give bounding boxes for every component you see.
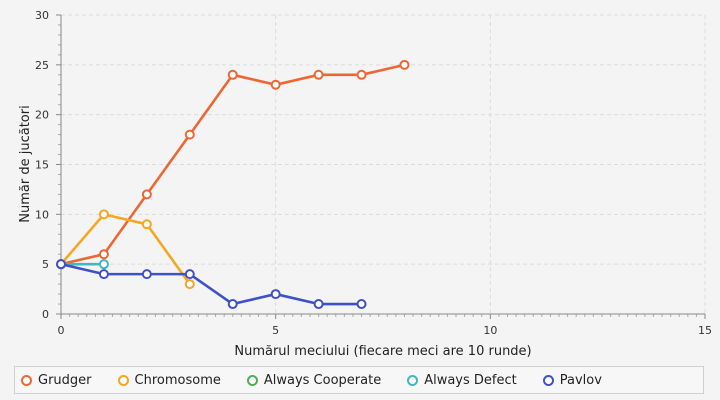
- data-point-chromosome[interactable]: [141, 219, 152, 230]
- y-tick-label: 25: [35, 59, 49, 72]
- legend-marker-icon: [246, 374, 258, 386]
- line-chart: 0 5 10 15 20 25 30 0 5 10 15 Numărul meciului (fie…: [18, 9, 712, 359]
- data-point-grudger[interactable]: [184, 129, 195, 140]
- legend-marker-icon: [542, 374, 554, 386]
- data-point-pavlov[interactable]: [356, 299, 367, 310]
- data-point-pavlov[interactable]: [141, 269, 152, 280]
- data-point-grudger[interactable]: [227, 69, 238, 80]
- data-point-grudger[interactable]: [270, 79, 281, 90]
- data-point-grudger[interactable]: [399, 59, 410, 70]
- series-line-chromosome: [60, 213, 191, 285]
- legend-label: Always Cooperate: [263, 372, 382, 388]
- y-tick-label: 0: [42, 308, 49, 321]
- legend-marker-icon: [21, 374, 32, 386]
- legend-marker-icon: [407, 374, 419, 386]
- legend: Grudger Chromosome Always Cooperate Always …: [14, 366, 704, 394]
- legend-label: Pavlov: [559, 372, 602, 388]
- legend-marker-icon: [117, 374, 129, 386]
- data-point-always-defect[interactable]: [98, 259, 109, 270]
- legend-label: Always Defect: [424, 372, 517, 388]
- data-point-grudger[interactable]: [356, 69, 367, 80]
- data-point-chromosome[interactable]: [184, 279, 195, 290]
- legend-item-always-defect[interactable]: Always Defect: [407, 373, 517, 388]
- y-tick-label: 15: [35, 159, 49, 172]
- x-axis-label: Numărul meciului (fiecare meci are 10 ru…: [234, 344, 531, 359]
- data-point-pavlov[interactable]: [98, 269, 109, 280]
- legend-item-chromosome[interactable]: Chromosome: [117, 372, 221, 388]
- data-point-grudger[interactable]: [313, 69, 324, 80]
- legend-item-always-cooperate[interactable]: Always Cooperate: [246, 372, 382, 388]
- data-point-chromosome[interactable]: [98, 209, 109, 220]
- data-point-pavlov[interactable]: [184, 269, 195, 280]
- x-tick-label: 0: [58, 324, 65, 337]
- data-point-pavlov[interactable]: [227, 299, 238, 310]
- x-tick-label: 5: [272, 324, 279, 337]
- data-point-grudger[interactable]: [141, 189, 152, 200]
- legend-label: Chromosome: [134, 372, 221, 388]
- data-point-grudger[interactable]: [98, 249, 109, 260]
- y-axis-label: Număr de jucători: [18, 105, 33, 222]
- x-tick-label: 10: [483, 324, 497, 337]
- data-point-pavlov[interactable]: [313, 299, 324, 310]
- legend-label: Grudger: [38, 372, 92, 388]
- y-tick-label: 20: [35, 109, 49, 122]
- x-tick-label: 15: [698, 324, 712, 337]
- y-tick-label: 10: [35, 208, 49, 221]
- legend-item-pavlov[interactable]: Pavlov: [542, 372, 602, 388]
- data-point-pavlov[interactable]: [270, 289, 281, 300]
- series-line-pavlov: [60, 262, 362, 306]
- data-point-pavlov[interactable]: [56, 259, 66, 270]
- y-tick-label: 30: [35, 9, 49, 22]
- chart-area: 0 5 10 15 20 25 30 0 5 10 15 Numărul meciului (fie…: [18, 9, 712, 359]
- legend-item-grudger[interactable]: Grudger: [21, 373, 92, 388]
- y-tick-label: 5: [42, 258, 49, 271]
